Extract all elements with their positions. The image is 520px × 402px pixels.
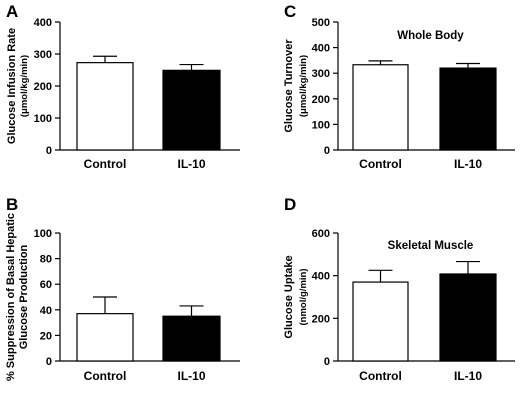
y-tick-label: 200 — [34, 81, 52, 93]
bar-il-10 — [162, 315, 221, 362]
y-tick-label: 600 — [312, 228, 330, 240]
y-tick-label: 20 — [40, 330, 52, 342]
y-tick-label: 0 — [46, 145, 52, 157]
y-tick-label: 0 — [324, 145, 330, 157]
category-label: IL-10 — [177, 369, 205, 383]
y-axis-label-line2: Glucose Production — [18, 244, 30, 349]
bar-il-10 — [439, 67, 497, 151]
category-label: IL-10 — [177, 157, 205, 171]
panel-c: C 0 100 200 300 400 500 Control IL-10 Whole Body G… — [283, 2, 515, 171]
y-axis-label: % Suppression of Basal Hepatic — [5, 213, 17, 381]
panel-subtitle: Whole Body — [397, 30, 464, 42]
panel-b: B 0 20 40 60 80 100 Control IL-10 % Suppression o… — [5, 195, 240, 383]
y-axis-label: Glucose Infusion Rate — [6, 28, 18, 144]
y-tick-label: 200 — [312, 313, 330, 325]
bar-il-10 — [162, 69, 221, 151]
y-tick-label: 400 — [312, 43, 330, 55]
y-tick-label: 500 — [312, 17, 330, 29]
y-tick-label: 400 — [312, 271, 330, 283]
y-axis-label-line2: (μmol/kg/min) — [19, 55, 30, 117]
category-label: Control — [84, 157, 127, 171]
y-tick-label: 100 — [312, 119, 330, 131]
y-tick-label: 0 — [324, 356, 330, 368]
category-label: IL-10 — [454, 369, 482, 383]
y-tick-label: 100 — [34, 228, 52, 240]
y-axis-label: Glucose Turnover — [283, 39, 295, 133]
y-axis-label: Glucose Uptake — [283, 255, 295, 338]
category-label: Control — [359, 369, 402, 383]
y-tick-label: 300 — [312, 68, 330, 80]
y-tick-label: 100 — [34, 113, 52, 125]
panel-letter: C — [284, 2, 296, 21]
bar-control — [352, 281, 409, 362]
y-tick-label: 0 — [46, 356, 52, 368]
category-label: Control — [84, 369, 127, 383]
panel-d: D 0 200 400 600 Control IL-10 Skeletal Muscle Gl… — [283, 195, 515, 383]
panel-a: A 0 100 200 300 400 Control IL-10 Glucose Infusi… — [6, 2, 240, 171]
y-tick-label: 300 — [34, 49, 52, 61]
y-axis-label-line2: (μmol/kg/min) — [298, 55, 309, 117]
category-label: Control — [359, 157, 402, 171]
bar-control — [76, 313, 134, 362]
y-tick-label: 80 — [40, 254, 52, 266]
bar-control — [76, 62, 134, 151]
panel-letter: A — [6, 2, 18, 21]
y-tick-label: 60 — [40, 279, 52, 291]
panel-letter: D — [284, 195, 296, 214]
y-tick-label: 400 — [34, 17, 52, 29]
y-tick-label: 200 — [312, 94, 330, 106]
panel-subtitle: Skeletal Muscle — [388, 240, 474, 252]
y-tick-label: 40 — [40, 305, 52, 317]
panel-letter: B — [6, 195, 18, 214]
category-label: IL-10 — [454, 157, 482, 171]
bar-control — [352, 64, 409, 151]
y-axis-label-line2: (nmol/g/min) — [298, 269, 309, 326]
bar-il-10 — [439, 273, 497, 362]
